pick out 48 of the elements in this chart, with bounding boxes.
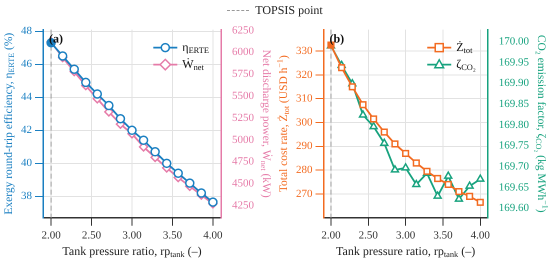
y2-axis-title: Net discharge power, Ẇnet (kW): [259, 50, 273, 198]
annotation: (b): [330, 32, 344, 46]
y2-tick-label: 169.85: [498, 98, 530, 110]
y2-tick-label: 169.95: [498, 56, 530, 68]
x-tick-label: 3.00: [122, 229, 142, 242]
y2-tick-label: 4250: [232, 199, 254, 212]
y-tick-label: 330: [296, 44, 313, 57]
y2-tick-label: 170.00: [498, 36, 530, 48]
x-tick-label: 2.00: [321, 229, 342, 242]
y-tick-label: 300: [296, 116, 313, 128]
y2-tick-label: 4500: [232, 178, 254, 190]
y2-tick-label: 169.75: [498, 140, 530, 152]
y-tick-label: 270: [296, 188, 313, 200]
y2-tick-label: 169.90: [498, 77, 530, 90]
y2-tick-label: 5750: [232, 68, 254, 80]
x-tick-label: 3.50: [433, 229, 454, 242]
legend-label: TOPSIS point: [255, 2, 323, 18]
y2-tick-label: 169.80: [498, 118, 530, 131]
y2-tick-label: 169.60: [498, 202, 530, 214]
y-axis-title: Total cost rate, Żtot (USD h−1): [276, 55, 291, 192]
y2-tick-label: 169.70: [498, 160, 530, 172]
annotation: (a): [49, 32, 63, 46]
x-tick-label: 4.00: [203, 229, 224, 242]
y2-tick-label: 169.65: [498, 181, 530, 194]
y2-tick-label: 5500: [232, 90, 254, 102]
x-tick-label: 3.00: [396, 229, 416, 242]
y2-tick-label: 6000: [232, 46, 254, 58]
y-tick-label: 310: [296, 92, 313, 105]
x-tick-label: 2.50: [82, 229, 102, 242]
x-tick-label: 2.00: [41, 229, 62, 242]
y-tick-label: 40: [21, 157, 32, 170]
y-tick-label: 38: [21, 190, 32, 202]
y-tick-label: 42: [21, 124, 32, 136]
x-tick-label: 3.50: [162, 229, 183, 242]
y-tick-label: 44: [21, 91, 32, 104]
y2-tick-label: 4750: [232, 156, 254, 168]
y2-tick-label: 5250: [232, 112, 254, 124]
y2-tick-label: 5000: [232, 134, 254, 146]
y-tick-label: 48: [21, 25, 32, 38]
y2-axis-title: CO₂ emission factor, ζCO₂ (kg MWh−1): [534, 34, 550, 213]
y-tick-label: 320: [296, 68, 313, 81]
y2-tick-label: 6250: [232, 24, 254, 36]
y-tick-label: 46: [21, 58, 32, 70]
y-tick-label: 280: [296, 164, 313, 176]
y-axis-title: Exergy round-trip efficiency, ηERTE (%): [3, 32, 16, 215]
x-tick-label: 4.00: [470, 229, 490, 242]
x-tick-label: 2.50: [358, 229, 378, 242]
y-tick-label: 290: [296, 140, 313, 152]
